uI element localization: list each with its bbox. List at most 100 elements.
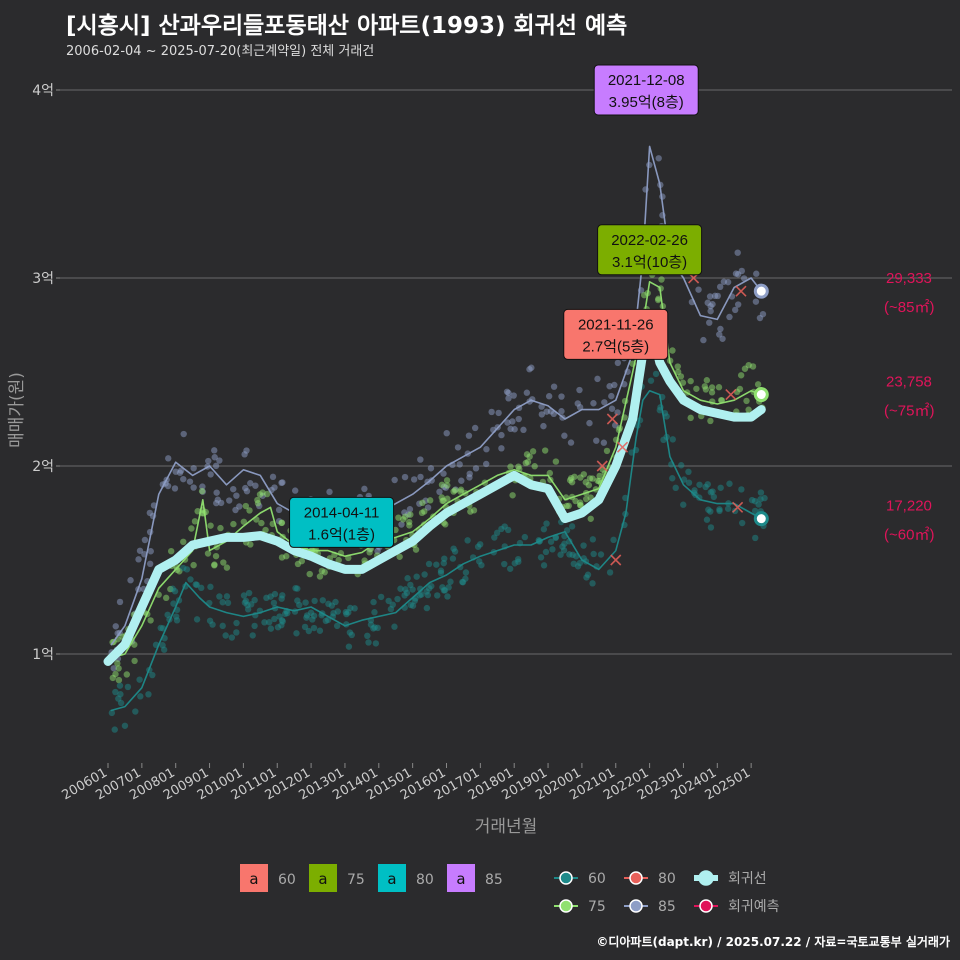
scatter-point — [541, 447, 549, 454]
scatter-point — [593, 437, 600, 444]
scatter-point — [159, 625, 167, 632]
scatter-point — [476, 541, 484, 548]
legend-marker — [699, 899, 713, 913]
scatter-point — [310, 624, 318, 632]
scatter-point — [590, 550, 597, 558]
scatter-point — [347, 604, 354, 612]
scatter-point — [754, 381, 762, 388]
scatter-point — [301, 623, 309, 631]
scatter-point — [267, 625, 275, 632]
scatter-point — [658, 276, 665, 283]
scatter-point — [715, 384, 723, 391]
scatter-point — [167, 547, 175, 555]
y-axis-title: 매매가(원) — [7, 372, 27, 448]
scatter-point — [483, 446, 490, 453]
scatter-point — [270, 599, 278, 607]
scatter-point — [561, 540, 568, 547]
scatter-point — [222, 632, 229, 639]
scatter-point — [370, 625, 377, 632]
scatter-point — [680, 501, 687, 508]
scatter-point — [243, 447, 250, 454]
scatter-point — [233, 492, 240, 499]
scatter-point — [207, 522, 214, 529]
scatter-point — [706, 319, 713, 326]
axes: 1억2억3억4억20060120070120080120090120100120… — [7, 83, 753, 837]
scatter-point — [242, 502, 250, 510]
scatter-point — [614, 359, 622, 367]
scatter-point — [213, 499, 220, 507]
scatter-point — [703, 377, 711, 384]
scatter-point — [748, 496, 756, 504]
scatter-point — [361, 485, 368, 493]
scatter-point — [601, 399, 608, 406]
legend-swatch-glyph: a — [249, 870, 258, 888]
scatter-point — [271, 590, 279, 598]
annotation-date: 2022-02-26 — [611, 232, 688, 249]
scatter-point — [115, 665, 122, 672]
scatter-point — [561, 432, 568, 439]
scatter-point — [328, 602, 336, 609]
scatter-point — [531, 463, 538, 470]
scatter-point — [211, 454, 218, 461]
scatter-point — [114, 660, 121, 667]
scatter-point — [440, 470, 447, 477]
scatter-point — [170, 600, 177, 607]
scatter-point — [558, 393, 565, 400]
scatter-point — [596, 472, 603, 480]
scatter-point — [212, 552, 220, 560]
scatter-point — [498, 431, 505, 439]
scatter-point — [242, 484, 249, 492]
scatter-point — [462, 569, 470, 576]
scatter-point — [146, 560, 154, 568]
scatter-point — [247, 541, 254, 548]
source-caption: ©디아파트(dapt.kr) / 2025.07.22 / 자료=국토교통부 실… — [596, 935, 950, 949]
scatter-point — [672, 484, 679, 492]
scatter-point — [703, 516, 711, 523]
scatter-point — [190, 464, 197, 472]
scatter-point — [366, 549, 373, 556]
forecast-marker — [732, 501, 744, 513]
scatter-point — [205, 457, 212, 465]
scatter-point — [348, 631, 355, 639]
scatter-point — [402, 513, 409, 520]
scatter-point — [412, 546, 420, 553]
scatter-point — [507, 425, 514, 433]
scatter-point — [443, 429, 450, 437]
scatter-point — [180, 538, 187, 546]
scatter-point — [677, 373, 685, 380]
scatter-point — [171, 588, 179, 595]
scatter-point — [600, 439, 608, 446]
scatter-point — [251, 622, 258, 630]
legend: a 60 a 75 a 80 a 85 60 80 회귀선 75 85 회귀예측 — [240, 864, 780, 915]
scatter-point — [547, 538, 555, 545]
scatter-point — [529, 448, 537, 455]
scatter-point — [413, 573, 420, 580]
scatter-point — [685, 479, 693, 486]
scatter-point — [192, 581, 199, 588]
y-tick-label: 2억 — [32, 459, 54, 475]
scatter-point — [278, 595, 285, 602]
scatter-point — [188, 525, 195, 532]
scatter-point — [606, 569, 614, 576]
scatter-point — [709, 301, 716, 308]
scatter-point — [371, 609, 378, 616]
scatter-point — [112, 688, 119, 696]
scatter-point — [507, 463, 514, 470]
y-tick-label: 4억 — [32, 83, 54, 99]
scatter-point — [669, 475, 676, 482]
scatter-point — [141, 536, 149, 544]
scatter-point — [259, 489, 266, 496]
scatter-point — [444, 593, 451, 600]
scatter-point — [669, 436, 677, 443]
forecast-marker — [596, 460, 608, 472]
scatter-point — [515, 415, 522, 423]
scatter-point — [207, 471, 214, 478]
chart-title: [시흥시] 산과우리들포동태산 아파트(1993) 회귀선 예측 — [66, 13, 628, 39]
scatter-point — [521, 533, 529, 541]
scatter-point — [716, 506, 723, 513]
scatter-point — [738, 519, 746, 527]
scatter-point — [311, 597, 318, 605]
scatter-point — [687, 414, 694, 422]
scatter-point — [147, 548, 154, 555]
scatter-point — [447, 578, 454, 585]
